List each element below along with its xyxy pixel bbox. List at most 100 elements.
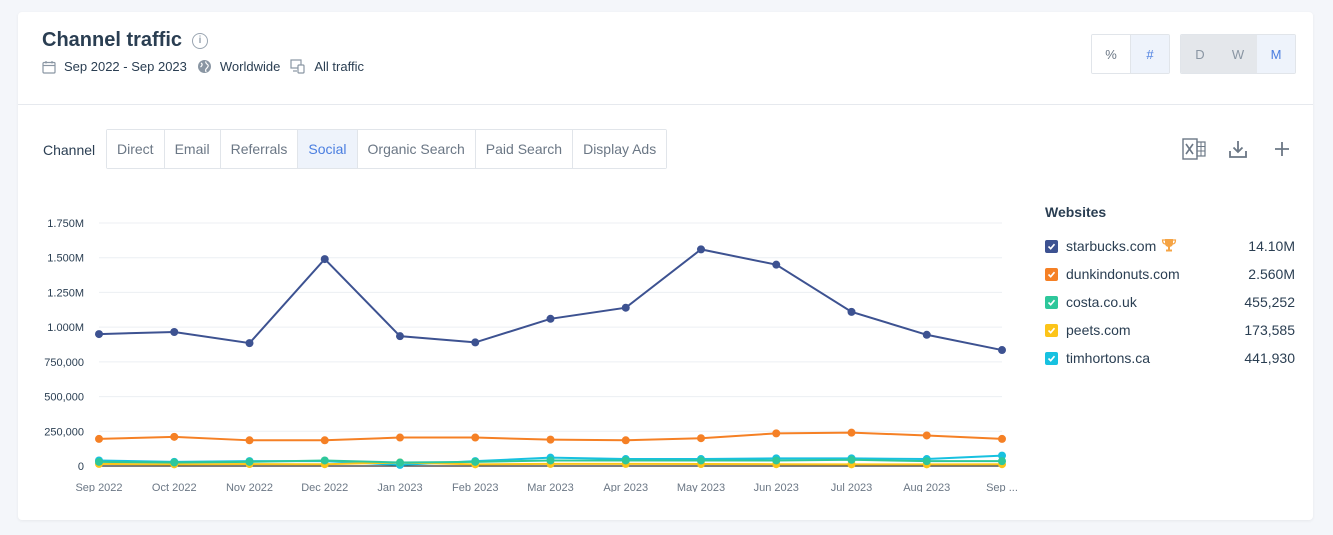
line-chart: 0 250,000 500,000 750,000 1.000M 1.250M 1.500M… [44, 218, 1018, 492]
y-tick-label: 250,000 [44, 426, 84, 438]
data-point [697, 434, 705, 443]
legend-site-label: dunkindonuts.com [1066, 266, 1180, 282]
y-tick-label: 1.500M [47, 253, 84, 265]
data-point [546, 314, 555, 323]
value-type-toggle: % # [1091, 34, 1170, 74]
legend-site-value: 441,930 [1244, 350, 1295, 366]
websites-legend: Websites starbucks.com 14.10M dunkindonuts… [1045, 204, 1295, 372]
chart-tools [1180, 136, 1312, 162]
legend-checkbox[interactable] [1045, 295, 1058, 309]
x-tick-label: Apr 2023 [603, 482, 648, 492]
data-point [772, 429, 781, 438]
legend-site-name: costa.co.uk [1066, 294, 1244, 310]
devices-icon [290, 59, 305, 74]
data-point [170, 432, 179, 441]
trophy-icon [1161, 238, 1177, 255]
legend-title: Websites [1045, 204, 1107, 220]
legend-site-value: 455,252 [1244, 294, 1295, 310]
y-tick-label: 1.250M [47, 287, 84, 299]
filter-summary: Sep 2022 - Sep 2023 Worldwide All traffi… [42, 59, 374, 74]
legend-item-costa-co-uk[interactable]: costa.co.uk 455,252 [1045, 288, 1295, 316]
calendar-icon [42, 60, 56, 74]
data-point [922, 457, 931, 466]
date-range: Sep 2022 - Sep 2023 [42, 59, 187, 74]
y-tick-label: 1.000M [47, 322, 84, 334]
plus-icon[interactable] [1268, 136, 1296, 162]
title-text: Channel traffic [42, 29, 183, 51]
legend-item-peets-com[interactable]: peets.com 173,585 [1045, 316, 1295, 344]
daily-toggle[interactable]: D [1181, 35, 1219, 73]
legend-site-value: 14.10M [1248, 238, 1295, 254]
data-point [245, 457, 254, 466]
traffic-type-text: All traffic [314, 59, 364, 74]
tab-organic-search[interactable]: Organic Search [356, 130, 475, 168]
tab-direct[interactable]: Direct [107, 130, 164, 168]
data-point [847, 307, 856, 316]
data-point [922, 431, 931, 440]
data-point [396, 332, 404, 341]
data-point [772, 456, 781, 465]
date-range-text: Sep 2022 - Sep 2023 [64, 59, 187, 74]
legend-item-starbucks-com[interactable]: starbucks.com 14.10M [1045, 232, 1295, 260]
legend-site-name: timhortons.ca [1066, 350, 1244, 366]
x-tick-label: Jan 2023 [377, 482, 422, 492]
card-header: Channel traffic i Sep 2022 - Sep 2023 Wo… [18, 12, 1313, 105]
legend-checkbox[interactable] [1045, 323, 1058, 337]
data-point [998, 346, 1006, 355]
data-point [546, 435, 555, 444]
series-line-starbucks-com [98, 248, 1003, 352]
globe-icon [197, 60, 211, 73]
excel-icon[interactable] [1180, 136, 1208, 162]
data-point [621, 303, 630, 312]
tab-email[interactable]: Email [163, 130, 220, 168]
legend-site-name: dunkindonuts.com [1066, 266, 1248, 282]
channel-tabs: Direct Email Referrals Social Organic Se… [106, 129, 668, 169]
tab-referrals[interactable]: Referrals [219, 130, 298, 168]
info-icon[interactable]: i [192, 32, 209, 49]
data-point [847, 428, 856, 437]
monthly-toggle[interactable]: M [1257, 35, 1295, 73]
x-tick-label: Jun 2023 [754, 482, 799, 492]
data-point [998, 451, 1006, 460]
y-tick-label: 750,000 [44, 357, 84, 369]
legend-checkbox[interactable] [1045, 351, 1058, 365]
x-tick-label: Sep 2022 [75, 482, 122, 492]
tab-display-ads[interactable]: Display Ads [572, 130, 667, 168]
data-point [697, 456, 705, 465]
data-point [396, 458, 404, 467]
tab-paid-search[interactable]: Paid Search [474, 130, 573, 168]
legend-site-name: starbucks.com [1066, 238, 1248, 255]
channel-label: Channel [43, 142, 96, 158]
legend-site-label: starbucks.com [1066, 238, 1157, 254]
data-point [471, 338, 480, 347]
x-tick-label: Feb 2023 [452, 482, 498, 492]
data-point [471, 457, 480, 466]
y-tick-label: 1.750M [47, 218, 84, 230]
data-point [847, 455, 856, 464]
data-point [95, 457, 103, 466]
data-point [95, 434, 103, 443]
legend-checkbox[interactable] [1045, 239, 1058, 253]
data-point [170, 458, 179, 467]
number-toggle[interactable]: # [1130, 35, 1169, 73]
weekly-toggle[interactable]: W [1219, 35, 1257, 73]
x-tick-label: Aug 2023 [903, 482, 950, 492]
x-tick-label: Nov 2022 [226, 482, 273, 492]
percent-toggle[interactable]: % [1092, 35, 1130, 73]
x-tick-label: Dec 2022 [301, 482, 348, 492]
y-tick-label: 500,000 [44, 392, 84, 404]
legend-site-label: costa.co.uk [1066, 294, 1137, 310]
traffic-type: All traffic [290, 59, 364, 74]
x-tick-label: Oct 2022 [152, 482, 197, 492]
download-icon[interactable] [1224, 136, 1252, 162]
x-tick-label: May 2023 [677, 482, 725, 492]
legend-item-timhortons-ca[interactable]: timhortons.ca 441,930 [1045, 344, 1295, 372]
tab-social[interactable]: Social [297, 130, 357, 168]
legend-item-dunkindonuts-com[interactable]: dunkindonuts.com 2.560M [1045, 260, 1295, 288]
data-point [546, 456, 555, 465]
region-text: Worldwide [219, 59, 281, 74]
data-point [245, 436, 254, 445]
x-tick-label: Sep ... [986, 482, 1018, 492]
data-point [621, 456, 630, 465]
legend-checkbox[interactable] [1045, 267, 1058, 281]
